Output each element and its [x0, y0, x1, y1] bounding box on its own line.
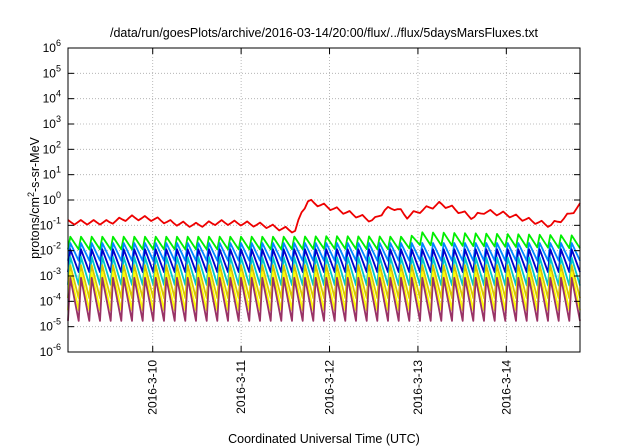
y-tick-label: 10-5 — [40, 317, 61, 334]
series-line-1 — [67, 198, 581, 234]
y-tick-label: 10-3 — [40, 266, 61, 283]
x-tick-labels: 2016-3-10 2016-3-11 2016-3-12 2016-3-13 2016… — [146, 360, 514, 415]
y-tick-label: 104 — [43, 89, 61, 106]
tick-marks — [68, 47, 580, 353]
series-line-3 — [67, 242, 581, 262]
y-tick-label: 105 — [43, 63, 61, 80]
y-tick-label: 10-2 — [40, 241, 61, 258]
y-tick-label: 10-1 — [40, 215, 61, 232]
series-line-4 — [67, 248, 581, 273]
x-tick-label: 2016-3-11 — [234, 360, 248, 414]
series-lines — [67, 198, 581, 322]
y-tick-label: 10-6 — [40, 342, 61, 359]
chart-title: /data/run/goesPlots/archive/2016-03-14/2… — [110, 26, 539, 40]
series-line-8 — [67, 276, 581, 322]
y-tick-label: 10-4 — [40, 291, 61, 308]
y-tick-label: 101 — [43, 165, 61, 182]
series-line-2 — [67, 231, 581, 251]
x-axis-label: Coordinated Universal Time (UTC) — [228, 432, 420, 446]
x-tick-label: 2016-3-12 — [323, 360, 337, 415]
x-tick-label: 2016-3-13 — [411, 360, 425, 415]
y-tick-label: 100 — [43, 190, 61, 207]
x-tick-label: 2016-3-10 — [146, 360, 160, 415]
x-tick-label: 2016-3-14 — [499, 360, 513, 415]
y-axis-label: protons/cm2-s-sr-MeV — [26, 136, 42, 258]
y-tick-label: 103 — [43, 114, 61, 131]
y-tick-label: 106 — [43, 38, 61, 55]
y-tick-label: 102 — [43, 139, 61, 156]
y-tick-labels: 10-6 10-5 10-4 10-3 10-2 10-1 100 101 102 103 104 1… — [40, 38, 61, 359]
